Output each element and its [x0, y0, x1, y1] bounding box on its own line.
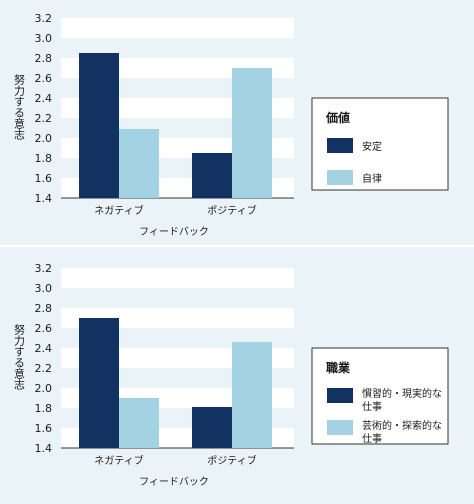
y-axis-title: 努力する意志 [13, 73, 26, 140]
legend-swatch-dark [327, 138, 353, 153]
y-tick-label: 1.4 [35, 442, 53, 455]
y-tick-label: 2.8 [35, 302, 53, 315]
y-tick-label: 2.8 [35, 52, 53, 65]
grid-band [61, 268, 294, 288]
y-tick-label: 2.4 [35, 342, 53, 355]
legend-label: 仕事 [362, 400, 382, 413]
chart-panel-1: 1.4 1.6 1.8 2.0 2.2 2.4 2.6 2.8 3.0 3.2 ネガティブ ポジティブ… [13, 12, 449, 238]
y-tick-label: 1.6 [35, 172, 53, 185]
legend-label: 自律 [362, 172, 382, 185]
y-tick-label: 2.4 [35, 92, 53, 105]
legend-label: 安定 [362, 140, 382, 153]
legend-label: 芸術的・探索的な [362, 419, 442, 432]
y-tick-label: 3.2 [35, 262, 53, 275]
chart-panel-2: 1.4 1.6 1.8 2.0 2.2 2.4 2.6 2.8 3.0 3.2 ネガティブ ポジティブ… [13, 262, 449, 488]
x-axis-title: フィードバック [139, 476, 209, 488]
x-tick-label: ネガティブ [94, 454, 143, 467]
x-tick-label: ポジティブ [207, 454, 256, 467]
y-tick-label: 1.8 [35, 152, 53, 165]
bar-light-2 [232, 342, 272, 448]
grid-band [61, 18, 294, 38]
y-tick-label: 3.0 [35, 32, 53, 45]
legend-title: 職業 [326, 360, 351, 375]
legend-title: 価値 [325, 110, 350, 125]
y-tick-label: 3.2 [35, 12, 53, 25]
x-axis-title: フィードバック [139, 226, 209, 238]
y-tick-label: 2.6 [35, 322, 53, 335]
y-tick-label: 2.6 [35, 72, 53, 85]
legend-swatch-dark [327, 388, 353, 403]
bar-dark-2 [192, 153, 232, 198]
legend-label: 仕事 [362, 432, 382, 445]
bar-dark-2 [192, 407, 232, 448]
y-axis-title: 努力する意志 [13, 323, 26, 390]
y-tick-label: 1.4 [35, 192, 53, 205]
y-tick-label: 2.0 [35, 132, 53, 145]
bar-dark-1 [79, 318, 119, 448]
legend-label: 慣習的・現実的な [362, 387, 442, 400]
x-tick-label: ネガティブ [94, 204, 143, 217]
bar-light-2 [232, 68, 272, 198]
grid-band [61, 308, 294, 328]
bar-dark-1 [79, 53, 119, 198]
bar-light-1 [119, 129, 159, 198]
bar-light-1 [119, 398, 159, 448]
x-tick-label: ポジティブ [207, 204, 256, 217]
legend-swatch-light [327, 420, 353, 435]
y-tick-label: 2.2 [35, 362, 53, 375]
y-tick-label: 2.0 [35, 382, 53, 395]
legend-swatch-light [327, 170, 353, 185]
y-tick-label: 1.8 [35, 402, 53, 415]
y-tick-label: 3.0 [35, 282, 53, 295]
y-tick-label: 1.6 [35, 422, 53, 435]
y-tick-label: 2.2 [35, 112, 53, 125]
